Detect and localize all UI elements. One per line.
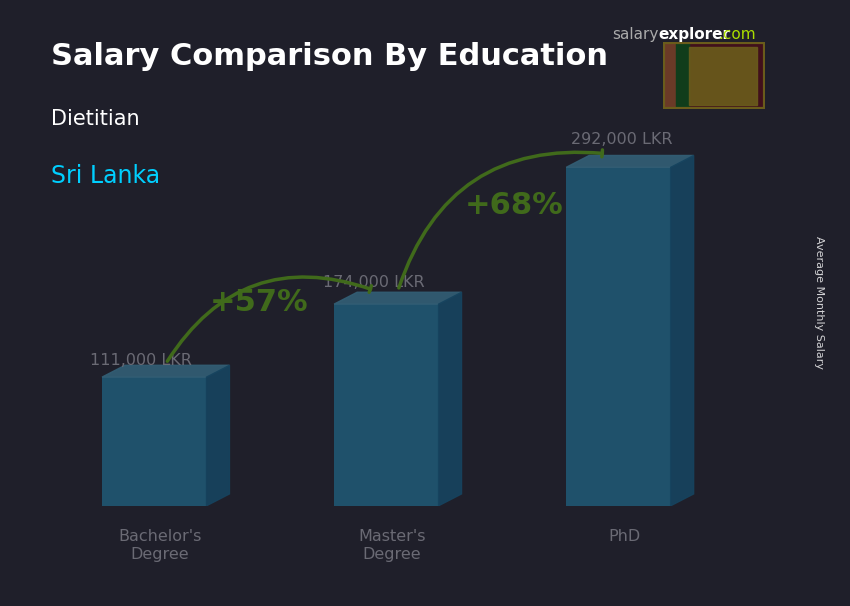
Text: 111,000 LKR: 111,000 LKR — [90, 353, 192, 368]
Text: Master's
Degree: Master's Degree — [359, 530, 426, 562]
FancyBboxPatch shape — [334, 304, 439, 506]
Text: PhD: PhD — [608, 530, 640, 544]
Polygon shape — [207, 365, 230, 506]
Text: Average Monthly Salary: Average Monthly Salary — [814, 236, 824, 370]
Polygon shape — [439, 292, 462, 506]
Polygon shape — [566, 156, 694, 167]
Text: 292,000 LKR: 292,000 LKR — [571, 132, 672, 147]
Polygon shape — [671, 156, 694, 506]
Text: explorer: explorer — [659, 27, 731, 42]
Text: .com: .com — [718, 27, 756, 42]
Text: 174,000 LKR: 174,000 LKR — [322, 275, 424, 290]
Text: Salary Comparison By Education: Salary Comparison By Education — [51, 42, 608, 72]
Text: Sri Lanka: Sri Lanka — [51, 164, 160, 188]
Bar — [663, 42, 676, 109]
Polygon shape — [102, 365, 230, 377]
Bar — [688, 47, 757, 105]
FancyBboxPatch shape — [102, 377, 207, 506]
FancyBboxPatch shape — [566, 167, 671, 506]
Text: +68%: +68% — [465, 191, 564, 221]
Text: Bachelor's
Degree: Bachelor's Degree — [118, 530, 201, 562]
Bar — [676, 42, 688, 109]
Text: +57%: +57% — [209, 288, 308, 317]
Text: Dietitian: Dietitian — [51, 109, 139, 129]
Polygon shape — [334, 292, 462, 304]
Text: salary: salary — [612, 27, 659, 42]
